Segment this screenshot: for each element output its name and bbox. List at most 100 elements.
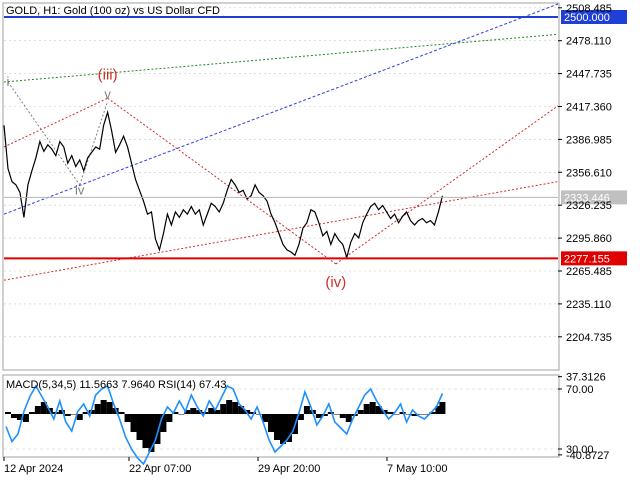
macd-histogram-bar: [321, 414, 328, 416]
price-tick-label: 2265.485: [566, 266, 612, 278]
macd-histogram-bar: [208, 408, 215, 414]
price-tick-label: 2356.610: [566, 167, 612, 179]
red-wave-line-b: [107, 97, 337, 265]
key-level-tag: [561, 251, 627, 266]
price-tick-label: 2204.735: [566, 332, 612, 344]
macd-histogram-bar: [297, 414, 304, 420]
macd-histogram-bar: [339, 414, 346, 418]
macd-histogram-bar: [82, 412, 89, 414]
key-level-label: 2500.000: [564, 12, 610, 24]
indicator-title: MACD(5,34,5) 11.5663 7.9640 RSI(14) 67.4…: [6, 379, 227, 391]
time-tick-label: 22 Apr 07:00: [129, 463, 191, 475]
macd-histogram-bar: [303, 406, 310, 414]
price-panel-frame: [2, 2, 560, 371]
time-tick-label: 7 May 10:00: [387, 463, 448, 475]
price-tick-label: 2478.110: [566, 36, 611, 48]
wave-label: i: [7, 74, 10, 89]
macd-histogram-bar: [423, 414, 430, 415]
indicator-tick-label: -40.8727: [566, 450, 609, 462]
macd-histogram-bar: [148, 414, 155, 452]
macd-histogram-bar: [387, 412, 394, 414]
macd-histogram-bar: [70, 414, 77, 415]
macd-histogram-bar: [333, 414, 340, 415]
price-tick-label: 2235.110: [566, 299, 611, 311]
macd-histogram-bar: [160, 414, 167, 432]
macd-histogram-bar: [166, 414, 173, 422]
macd-histogram-bar: [22, 414, 29, 422]
macd-histogram-bar: [16, 414, 23, 420]
macd-histogram-bar: [375, 406, 382, 414]
macd-histogram-bar: [363, 404, 370, 414]
macd-histogram-bar: [226, 400, 233, 414]
price-series-layer: [3, 109, 443, 260]
price-tick-label: 2295.860: [566, 233, 612, 245]
macd-histogram-bar: [315, 414, 322, 418]
current-price-tag: [561, 190, 627, 205]
macd-histogram-bar: [417, 414, 424, 415]
macd-histogram-bar: [357, 410, 364, 414]
macd-histogram-bar: [369, 402, 376, 414]
macd-histogram-bar: [88, 410, 95, 414]
macd-histogram-bar: [34, 406, 41, 414]
macd-histogram-bar: [76, 414, 83, 420]
macd-histogram-bar: [124, 414, 131, 422]
macd-histogram-bar: [154, 414, 161, 444]
macd-histogram-bar: [327, 412, 334, 414]
price-tick-label: 2447.735: [566, 69, 612, 81]
green-channel-line: [3, 33, 559, 83]
time-axis-layer: 12 Apr 2024 22 Apr 07:00 29 Apr 20:00 7 May…: [3, 457, 448, 475]
macd-histogram-bar: [411, 414, 418, 416]
macd-histogram-bar: [106, 402, 113, 414]
macd-histogram-bar: [399, 412, 406, 414]
macd-histogram-bar: [100, 400, 107, 414]
wave-label: (iii): [98, 66, 118, 83]
macd-histogram-bar: [435, 406, 442, 414]
time-tick-label: 12 Apr 2024: [4, 463, 63, 475]
macd-histogram-bar: [405, 414, 412, 415]
price-line: [3, 109, 443, 260]
price-axis-layer: 2508.485 2478.110 2447.735 2417.360 2386.985…: [558, 3, 612, 344]
macd-histogram-bar: [232, 402, 239, 414]
macd-histogram-bar: [190, 408, 197, 414]
macd-histogram-bar: [136, 414, 143, 440]
macd-histogram-bar: [10, 414, 17, 418]
macd-histogram-bar: [238, 406, 245, 414]
price-tick-label: 2326.235: [566, 200, 612, 212]
rsi-line: [5, 384, 444, 466]
indicator-tick-label: 70.00: [566, 384, 594, 396]
macd-histogram-bar: [429, 412, 436, 414]
macd-histogram-bar: [118, 412, 125, 414]
macd-histogram-bar: [268, 414, 275, 432]
channel-lines: [3, 3, 559, 281]
macd-histogram-bar: [262, 414, 269, 422]
wave-label: v: [104, 86, 111, 101]
macd-histogram-bar: [172, 412, 179, 414]
red-wave-line-a: [3, 97, 108, 148]
indicator-tick-label: 30.00: [566, 444, 594, 456]
macd-histogram-bar: [393, 414, 400, 415]
price-tick-label: 2417.360: [566, 102, 612, 114]
grey-wave-line-a: [7, 81, 81, 186]
key-level-label: 2277.155: [564, 253, 610, 265]
indicator-tick-label: 37.3126: [566, 372, 606, 384]
macd-histogram-bar: [250, 412, 257, 414]
macd-histogram-bar: [274, 414, 281, 440]
macd-histogram-bar: [184, 410, 191, 414]
wave-label: iv: [75, 182, 85, 197]
macd-histogram-bar: [345, 414, 352, 422]
red-channel-lower-line: [3, 181, 559, 281]
macd-histogram-bar: [4, 412, 11, 414]
wave-label: (iv): [325, 274, 346, 291]
macd-histogram-bar: [40, 402, 47, 414]
macd-histogram-bar: [130, 414, 137, 432]
macd-histogram-bar: [256, 414, 263, 415]
red-wave-line-c: [335, 105, 559, 265]
key-level-tag: [561, 9, 627, 24]
macd-histogram-bar: [439, 402, 446, 414]
price-tick-label: 2386.985: [566, 134, 612, 146]
grid-layer: [4, 7, 558, 338]
macd-histogram-bar: [279, 414, 286, 444]
